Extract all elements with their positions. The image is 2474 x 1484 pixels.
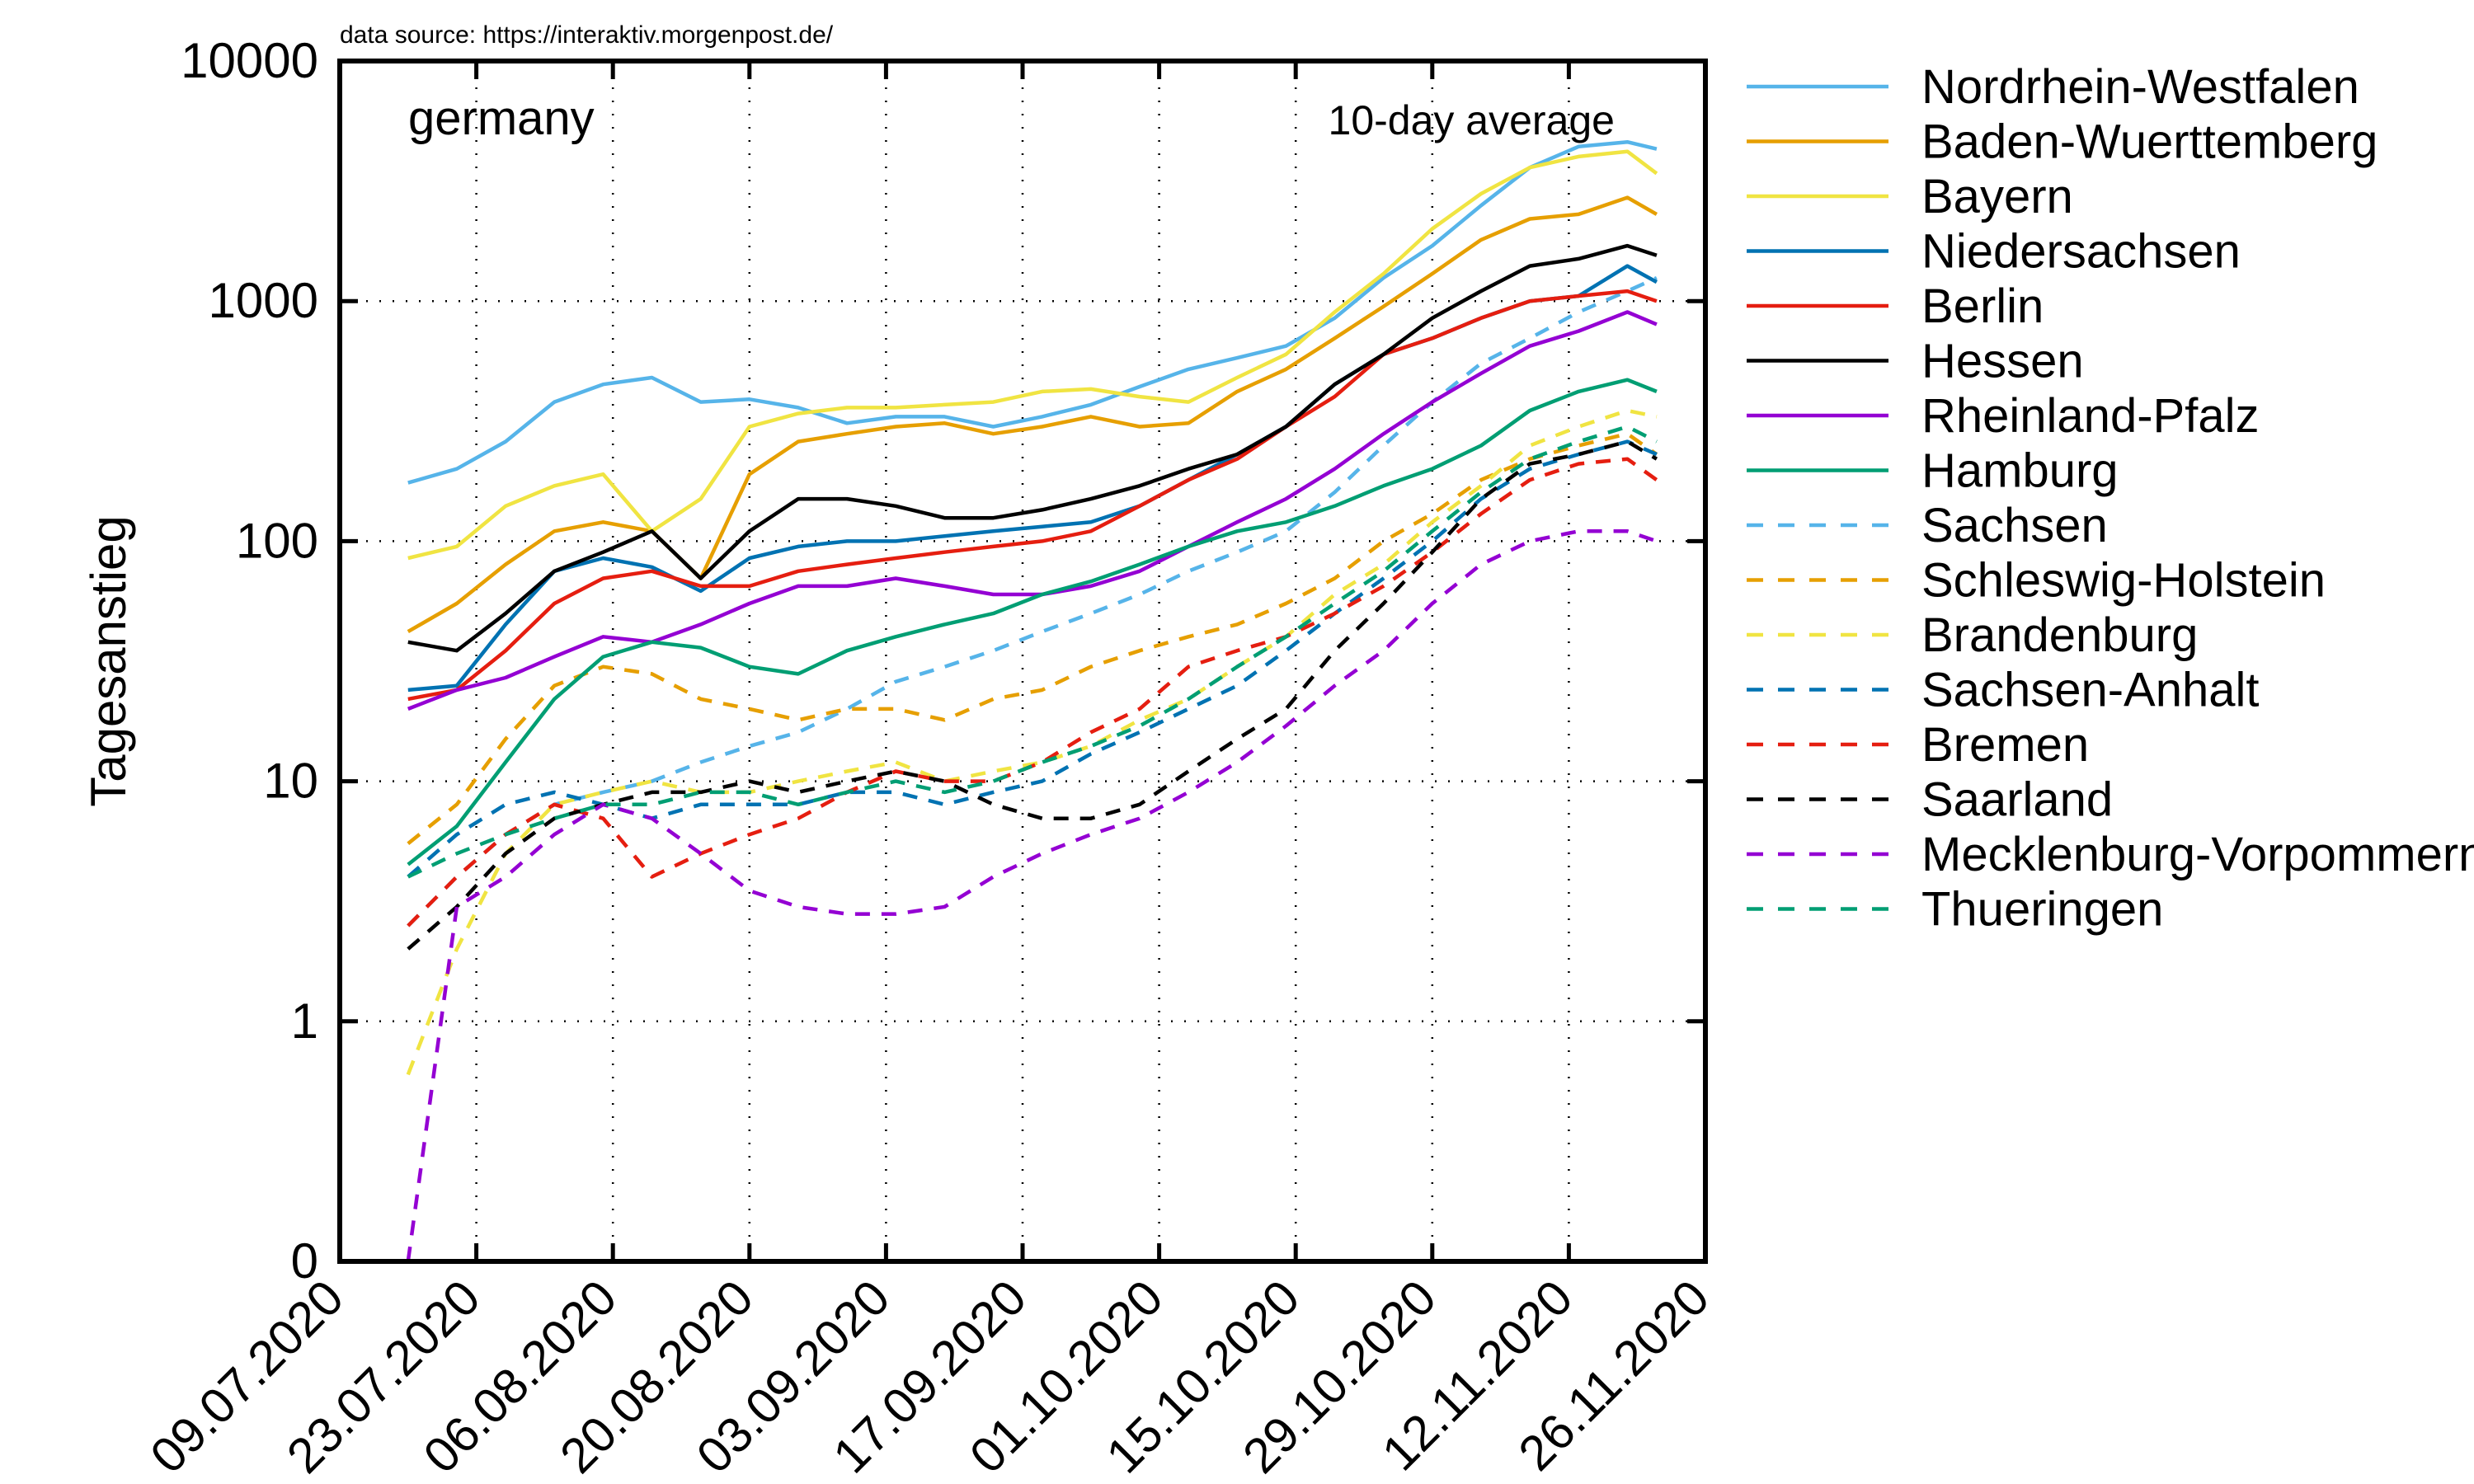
series-line-brandenburg [406,408,1658,1076]
y-tick-label: 0 [291,1233,318,1289]
chart-title: germany [408,92,595,145]
legend-label: Rheinland-Pfalz [1921,389,2259,443]
series-line-schleswig-holstein [407,431,1658,845]
series-line-thueringen [407,425,1658,879]
legend: Nordrhein-WestfalenBaden-WuerttembergBay… [1747,60,2474,937]
series-line-bayern [407,149,1658,561]
series-line-nordrhein-westfalen [407,139,1658,485]
legend-label: Mecklenburg-Vorpommern [1921,828,2474,881]
legend-label: Saarland [1921,773,2113,827]
legend-label: Nordrhein-Westfalen [1921,60,2359,114]
series-line-berlin [407,289,1658,702]
legend-label: Sachsen-Anhalt [1921,664,2259,717]
legend-label: Thueringen [1921,883,2163,937]
legend-label: Baden-Wuerttemberg [1921,115,2378,169]
series-line-baden-wuerttemberg [407,195,1658,634]
y-tick-label: 1 [291,993,318,1049]
legend-label: Niedersachsen [1921,225,2241,279]
y-tick-label: 1000 [209,273,318,328]
legend-label: Schleswig-Holstein [1921,554,2326,608]
legend-label: Sachsen [1921,499,2108,552]
legend-label: Bayern [1921,170,2073,223]
series-line-sachsen-anhalt [407,439,1658,879]
y-axis-label: Tagesanstieg [81,515,136,807]
average-annotation: 10-day average [1329,97,1615,143]
legend-label: Bremen [1921,718,2089,772]
legend-label: Hessen [1921,335,2084,388]
y-tick-label: 10000 [181,33,318,88]
series-line-bremen [407,457,1658,928]
series-line-hessen [407,243,1658,653]
series-layer [406,139,1658,1262]
legend-label: Brandenburg [1921,608,2198,662]
legend-label: Berlin [1921,279,2044,333]
series-line-saarland [407,439,1658,951]
data-source-note: data source: https://interaktiv.morgenpo… [340,21,834,49]
y-tick-label: 10 [263,754,318,809]
y-tick-label: 100 [236,513,318,568]
series-line-hamburg [407,378,1658,866]
legend-label: Hamburg [1921,444,2119,498]
